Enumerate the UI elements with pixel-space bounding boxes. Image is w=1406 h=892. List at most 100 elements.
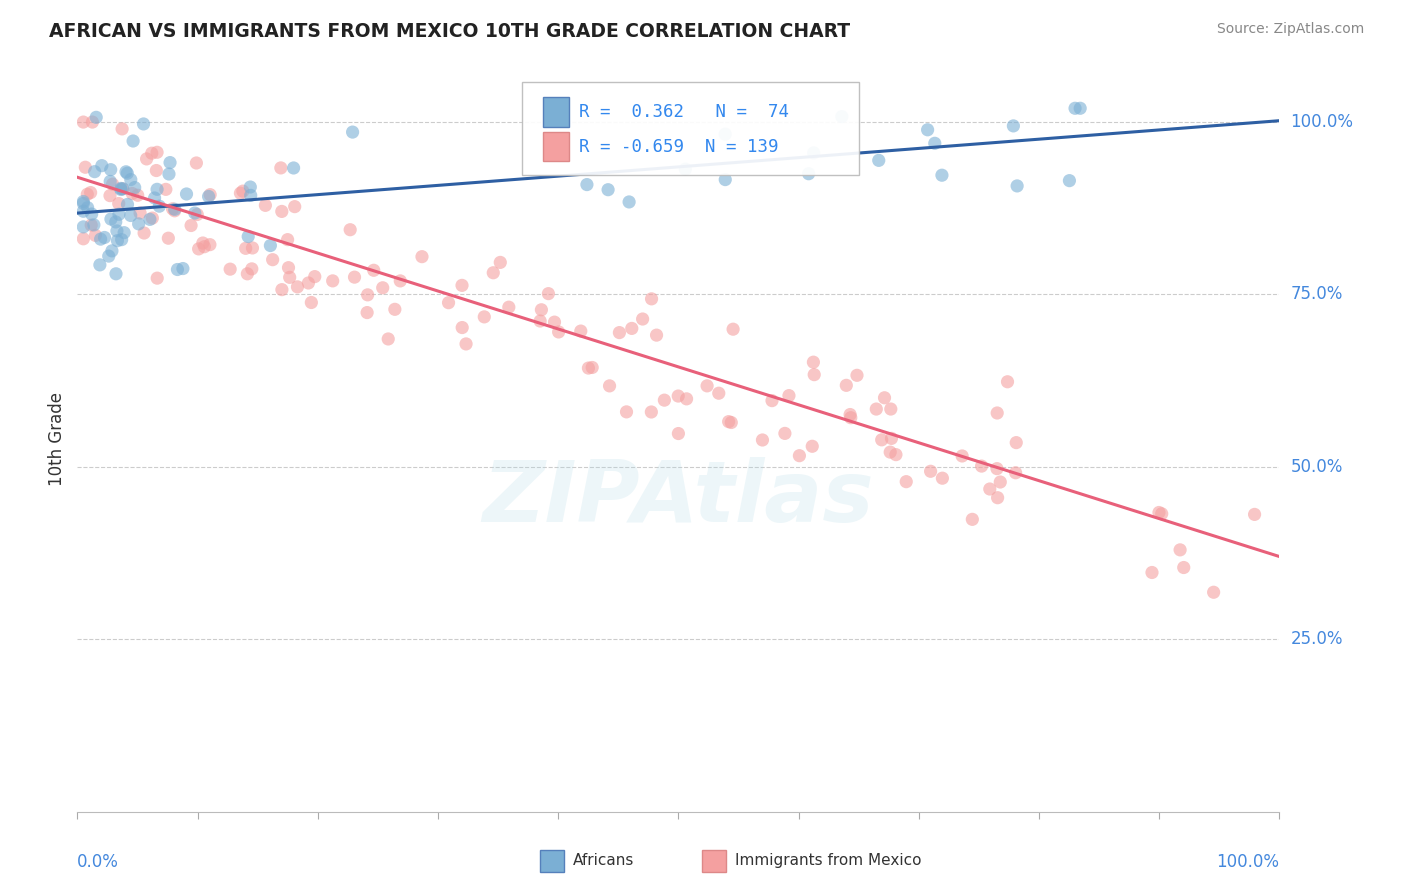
Point xyxy=(232,184,254,198)
Point xyxy=(242,241,264,255)
FancyBboxPatch shape xyxy=(543,97,569,128)
Point xyxy=(146,271,169,285)
Point xyxy=(569,324,592,338)
Text: AFRICAN VS IMMIGRANTS FROM MEXICO 10TH GRADE CORRELATION CHART: AFRICAN VS IMMIGRANTS FROM MEXICO 10TH G… xyxy=(49,22,851,41)
Text: Source: ZipAtlas.com: Source: ZipAtlas.com xyxy=(1216,22,1364,37)
Y-axis label: 10th Grade: 10th Grade xyxy=(48,392,66,486)
Point xyxy=(90,232,112,246)
Point xyxy=(987,491,1010,505)
Point xyxy=(148,199,170,213)
Point xyxy=(578,361,600,376)
Point xyxy=(489,255,512,269)
Point xyxy=(117,166,139,180)
Point xyxy=(839,410,862,425)
Point xyxy=(988,475,1011,489)
Point xyxy=(187,242,209,256)
Point xyxy=(270,283,292,297)
Point xyxy=(950,449,973,463)
Point xyxy=(620,321,643,335)
Text: 100.0%: 100.0% xyxy=(1216,853,1279,871)
Point xyxy=(89,258,111,272)
Point xyxy=(239,180,262,194)
Point xyxy=(1064,101,1087,115)
Point xyxy=(1005,178,1028,193)
Point xyxy=(451,278,474,293)
Point xyxy=(198,237,221,252)
Point xyxy=(720,416,742,430)
Point xyxy=(472,310,495,324)
Point xyxy=(931,471,953,485)
Point xyxy=(84,111,107,125)
Point xyxy=(751,433,773,447)
Point xyxy=(184,206,207,220)
Point xyxy=(884,448,907,462)
Point xyxy=(707,386,730,401)
Point xyxy=(229,186,252,201)
Text: ZIPAtlas: ZIPAtlas xyxy=(482,458,875,541)
Point xyxy=(879,445,901,459)
Point xyxy=(322,274,344,288)
Point xyxy=(616,405,638,419)
Point xyxy=(238,229,260,244)
Text: R = -0.659  N = 139: R = -0.659 N = 139 xyxy=(579,137,778,155)
Point xyxy=(124,180,146,194)
Point xyxy=(1173,560,1195,574)
Point xyxy=(259,238,281,252)
Point xyxy=(141,211,163,226)
Point xyxy=(163,203,186,218)
Point xyxy=(371,281,394,295)
Point xyxy=(437,295,460,310)
Point xyxy=(162,202,184,216)
Point xyxy=(831,110,853,124)
Point xyxy=(668,426,690,441)
Point xyxy=(931,168,953,182)
Point xyxy=(778,389,800,403)
Point xyxy=(262,252,284,267)
Point xyxy=(339,223,361,237)
Point xyxy=(111,233,134,247)
Point xyxy=(111,182,134,196)
Point xyxy=(72,232,94,246)
Point xyxy=(193,240,215,254)
Point xyxy=(72,115,94,129)
Point xyxy=(155,182,177,196)
Point xyxy=(297,276,319,290)
Point xyxy=(997,375,1019,389)
Point xyxy=(122,134,145,148)
FancyBboxPatch shape xyxy=(543,132,569,161)
Point xyxy=(714,172,737,186)
Point xyxy=(880,402,903,417)
Point xyxy=(105,224,128,238)
Point xyxy=(1005,435,1028,450)
Point xyxy=(100,162,122,177)
Point xyxy=(79,186,101,200)
Point xyxy=(132,226,155,240)
Point xyxy=(1150,507,1173,521)
Point xyxy=(98,188,121,202)
Point xyxy=(773,426,796,441)
Point xyxy=(82,115,104,129)
FancyBboxPatch shape xyxy=(522,82,859,175)
Point xyxy=(979,482,1001,496)
Text: 100.0%: 100.0% xyxy=(1291,113,1354,131)
Point xyxy=(127,188,149,202)
Point xyxy=(284,200,307,214)
Point xyxy=(498,300,520,314)
FancyBboxPatch shape xyxy=(703,850,727,872)
Text: 50.0%: 50.0% xyxy=(1291,458,1343,476)
Text: 25.0%: 25.0% xyxy=(1291,631,1343,648)
Point xyxy=(197,189,219,203)
Point xyxy=(342,125,364,139)
Point xyxy=(896,475,918,489)
Point xyxy=(278,270,301,285)
Point xyxy=(299,295,322,310)
Point xyxy=(239,188,262,202)
Point xyxy=(101,177,124,191)
Point xyxy=(166,262,188,277)
Point xyxy=(80,218,103,232)
Point xyxy=(236,267,259,281)
Point xyxy=(283,161,305,175)
Point xyxy=(172,261,194,276)
Point xyxy=(917,123,939,137)
Point xyxy=(599,379,621,393)
